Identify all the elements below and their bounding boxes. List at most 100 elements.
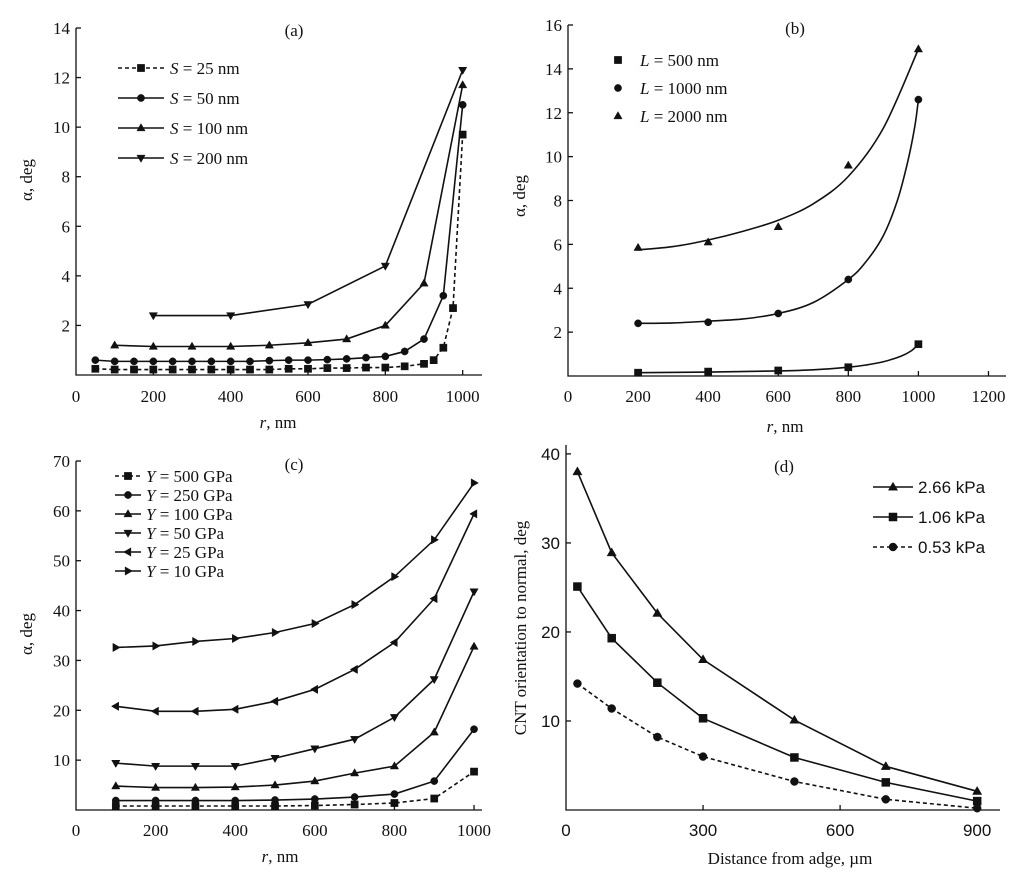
triangle-right-marker (232, 633, 241, 644)
y-axis-label: CNT orientation to normal, deg (511, 520, 530, 735)
series-2 (111, 725, 478, 805)
triangle-right-marker (152, 641, 161, 651)
circle-marker (246, 357, 254, 366)
y-tick-label: 40 (53, 602, 70, 621)
circle-marker (573, 679, 582, 688)
triangle-down-marker (469, 588, 479, 597)
triangle-up-marker (972, 786, 983, 795)
circle-marker (323, 355, 332, 364)
triangle-down-marker (310, 745, 320, 754)
triangle-up-marker (230, 782, 240, 791)
circle-marker (207, 357, 216, 366)
square-marker (607, 633, 616, 643)
axis-line (567, 25, 1006, 377)
series-line (115, 513, 475, 713)
series-1 (111, 767, 478, 810)
circle-marker (188, 357, 196, 366)
square-marker (420, 359, 428, 368)
triangle-up-marker (633, 242, 643, 251)
triangle-down-marker (270, 755, 280, 763)
circle-marker (91, 356, 100, 364)
triangle-down-marker (458, 67, 468, 75)
triangle-left-marker (429, 594, 438, 604)
legend-triangle-right-marker (124, 566, 133, 576)
y-tick-label: 16 (545, 16, 562, 35)
circle-marker (653, 732, 662, 742)
square-marker (439, 343, 448, 352)
square-marker (381, 363, 390, 372)
triangle-right-marker (112, 642, 121, 653)
y-tick-label: 8 (62, 168, 71, 187)
circle-marker (110, 357, 119, 366)
legend-label: S = 25 nm (170, 59, 240, 78)
legend-triangle-left-marker (123, 547, 132, 557)
y-tick-label: 10 (545, 148, 562, 167)
legend-square-marker (614, 56, 622, 64)
x-tick-label: 200 (143, 821, 169, 840)
square-marker (470, 767, 478, 776)
circle-marker (304, 356, 312, 364)
square-marker (284, 364, 293, 373)
square-marker (342, 364, 351, 372)
circle-marker (191, 796, 200, 805)
y-tick-label: 10 (53, 118, 70, 137)
series-2 (573, 582, 982, 806)
panel-title: (b) (785, 19, 805, 38)
square-marker (844, 363, 853, 372)
panel-c: 0 200 400 600 800 1000 10 20 30 40 50 60 70 (c) r, nm α… (17, 452, 491, 866)
circle-marker (634, 319, 642, 328)
y-tick-label: 4 (62, 267, 71, 286)
triangle-up-marker (913, 44, 923, 53)
legend-square-marker (888, 512, 898, 522)
x-tick-label: 800 (373, 387, 399, 406)
panel-title: (c) (285, 455, 304, 474)
triangle-right-marker (470, 478, 479, 488)
y-tick-label: 70 (53, 452, 70, 471)
square-marker (362, 363, 370, 372)
series-line (95, 134, 464, 371)
x-tick-label: 400 (218, 387, 244, 406)
series-line (638, 343, 919, 374)
y-tick-label: 12 (53, 69, 70, 88)
x-axis-label: r, nm (767, 417, 804, 436)
square-marker (130, 365, 138, 374)
legend-circle-marker (888, 542, 898, 552)
series-line (638, 99, 920, 325)
series-4 (148, 67, 468, 321)
y-axis-label: α, deg (17, 613, 36, 655)
square-marker (429, 356, 438, 364)
legend-label: Y = 50 GPa (146, 524, 225, 543)
panel-d: 0 300 600 900 10 20 30 40 (d) Distance from adge,… (511, 445, 1000, 868)
legend-circle-marker (124, 491, 132, 499)
square-marker (207, 365, 216, 374)
series-line (115, 591, 475, 767)
circle-marker (420, 335, 428, 343)
triangle-up-marker (148, 341, 158, 350)
square-marker (914, 340, 923, 349)
triangle-left-marker (349, 664, 358, 674)
circle-marker (698, 752, 708, 761)
y-tick-label: 12 (545, 104, 562, 123)
circle-marker (390, 790, 399, 798)
triangle-up-marker (789, 714, 800, 724)
triangle-up-marker (419, 278, 429, 287)
square-marker (91, 364, 100, 373)
circle-marker (271, 796, 279, 804)
triangle-left-marker (469, 509, 478, 519)
legend-label: S = 50 nm (170, 89, 240, 108)
x-tick-label: 400 (222, 821, 248, 840)
triangle-right-marker (311, 618, 320, 629)
triangle-left-marker (270, 696, 279, 706)
x-axis-label: Distance from adge, µm (708, 849, 873, 868)
y-tick-label: 60 (53, 502, 70, 521)
triangle-down-marker (148, 312, 158, 321)
triangle-up-marker (190, 782, 200, 791)
legend-triangle-up-marker (123, 509, 133, 518)
x-axis-label: r, nm (262, 847, 299, 866)
circle-marker (430, 777, 439, 785)
x-tick-label: 300 (689, 821, 717, 840)
series-3 (573, 679, 982, 813)
triangle-up-marker (429, 727, 439, 736)
legend-square-marker (124, 472, 132, 480)
